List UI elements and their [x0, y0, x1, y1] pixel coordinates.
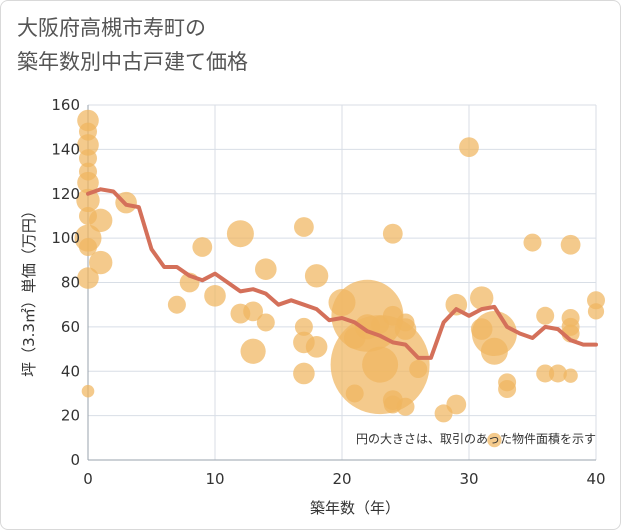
- chart-title: 大阪府高槻市寿町の 築年数別中古戸建て価格: [17, 11, 437, 79]
- bubble-point-22: [240, 338, 266, 364]
- bubble-point-13: [89, 250, 113, 275]
- y-tick-label-2: 40: [61, 362, 80, 380]
- bubble-point-57: [498, 380, 517, 398]
- bubble-point-12: [89, 208, 113, 233]
- x-tick-label-4: 40: [586, 470, 605, 488]
- bubble-point-55: [487, 432, 502, 448]
- y-tick-label-7: 140: [51, 140, 80, 158]
- y-tick-label-1: 20: [61, 407, 80, 425]
- bubble-point-10: [77, 267, 99, 289]
- y-tick-label-8: 160: [51, 96, 80, 114]
- bubble-point-58: [523, 233, 542, 252]
- bubble-point-24: [256, 313, 275, 332]
- bubble-point-39: [382, 223, 403, 244]
- bubble-layer: [74, 109, 605, 448]
- bubble-point-21: [243, 301, 263, 322]
- bubble-point-26: [294, 317, 313, 336]
- x-tick-label-1: 10: [205, 470, 224, 488]
- bubble-point-45: [396, 397, 415, 416]
- bubble-point-29: [304, 264, 329, 288]
- bubble-point-17: [192, 237, 213, 257]
- bubble-point-37: [362, 346, 399, 383]
- series-line-0: [86, 187, 598, 360]
- bubble-point-2: [77, 134, 99, 156]
- bubble-point-6: [76, 188, 100, 213]
- bubble-point-59: [536, 306, 555, 325]
- x-axis-label: 築年数（年）: [310, 499, 400, 517]
- bubble-point-60: [536, 364, 555, 383]
- y-axis-label: 坪（3.3㎡）単価（万円）: [20, 203, 38, 377]
- y-tick-label-5: 100: [51, 229, 80, 247]
- bubble-point-30: [305, 336, 328, 358]
- bubble-point-61: [548, 364, 567, 383]
- grid-layer: [87, 104, 597, 461]
- bubble-point-9: [79, 238, 97, 256]
- bubble-point-46: [409, 360, 428, 379]
- x-tick-label-3: 30: [459, 470, 478, 488]
- line-layer: [86, 187, 598, 360]
- bubble-point-19: [226, 220, 254, 248]
- bubble-point-51: [470, 286, 494, 310]
- bubble-point-44: [394, 318, 417, 340]
- chart-title-line-2: 築年数別中古戸建て価格: [17, 50, 248, 74]
- bubble-point-68: [587, 303, 605, 320]
- bubble-point-49: [446, 394, 467, 415]
- y-tick-label-3: 60: [61, 318, 80, 336]
- chart-title-line-1: 大阪府高槻市寿町の: [17, 16, 206, 40]
- bubble-point-15: [167, 295, 186, 314]
- bubble-point-54: [480, 337, 508, 365]
- y-tick-label-6: 120: [51, 185, 80, 203]
- bubble-point-25: [294, 217, 314, 237]
- bubble-point-23: [254, 258, 277, 280]
- bubble-point-50: [459, 137, 479, 158]
- bubble-point-66: [563, 368, 578, 383]
- bubble-size-note: 円の大きさは、取引のあった物件面積を示す: [356, 431, 596, 446]
- bubble-point-62: [560, 234, 581, 255]
- y-tick-label-0: 0: [70, 451, 80, 469]
- y-tick-label-4: 80: [61, 274, 80, 292]
- bubble-point-18: [204, 285, 226, 307]
- bubble-point-5: [77, 171, 99, 194]
- tick-layer: 0 20 40 60 80 100 120 140 160 0 10 20 30 40: [51, 96, 605, 488]
- bubble-point-3: [79, 149, 97, 168]
- bubble-point-11: [81, 384, 95, 398]
- bubble-point-28: [293, 362, 315, 385]
- x-tick-label-0: 0: [83, 470, 93, 488]
- x-tick-label-2: 20: [332, 470, 351, 488]
